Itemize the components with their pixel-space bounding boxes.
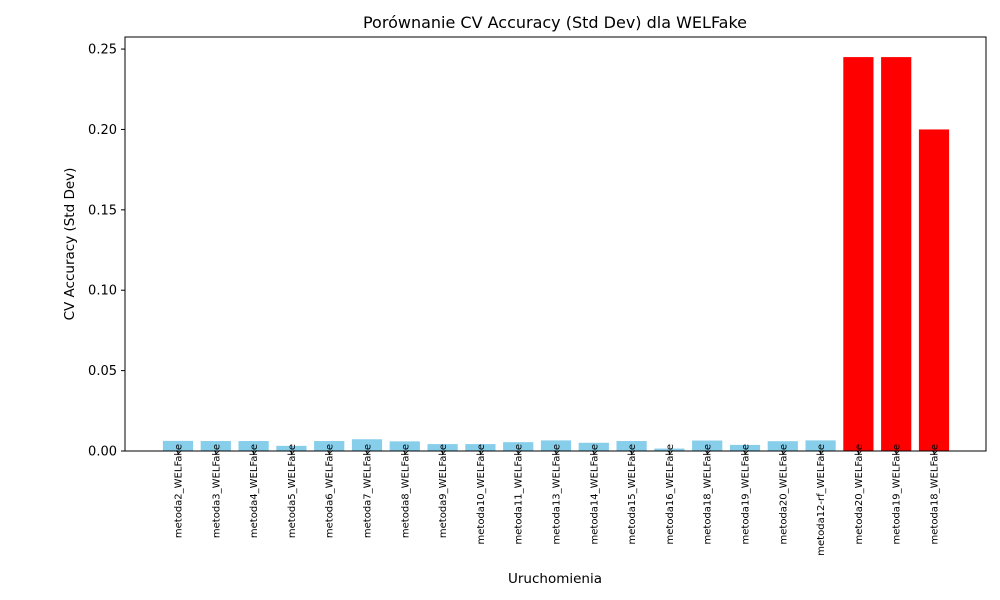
x-tick-label: metoda4_WELFake xyxy=(249,444,260,538)
x-tick-label: metoda15_WELFake xyxy=(627,444,638,544)
bars-group xyxy=(162,57,950,451)
bar xyxy=(238,441,269,451)
x-tick-label: metoda7_WELFake xyxy=(363,444,374,538)
bar xyxy=(465,444,496,451)
bar xyxy=(654,448,685,451)
x-tick-label: metoda12-rf_WELFake xyxy=(816,444,827,556)
x-tick-label: metoda3_WELFake xyxy=(211,444,222,538)
x-tick-label: metoda14_WELFake xyxy=(589,444,600,544)
bar xyxy=(389,441,420,451)
y-axis-label: CV Accuracy (Std Dev) xyxy=(62,168,78,321)
bar xyxy=(805,440,836,451)
plot-frame xyxy=(124,36,987,452)
y-tick-label: 0.00 xyxy=(88,445,117,460)
x-tick-label: metoda20_WELFake xyxy=(778,444,789,544)
bar xyxy=(503,442,534,451)
y-tick-label: 0.25 xyxy=(88,43,117,58)
x-tick-label: metoda19_WELFake xyxy=(892,444,903,544)
bar xyxy=(162,440,194,451)
bar xyxy=(616,441,647,451)
x-tick-label: metoda5_WELFake xyxy=(287,444,298,538)
bar xyxy=(578,442,609,451)
x-tick-label: metoda19_WELFake xyxy=(741,444,752,544)
x-tick-label: metoda11_WELFake xyxy=(514,444,525,544)
x-tick-label: metoda18_WELFake xyxy=(703,444,714,544)
bar xyxy=(692,440,723,451)
y-tick-label: 0.20 xyxy=(88,123,117,138)
x-tick-label: metoda13_WELFake xyxy=(552,444,563,544)
bar xyxy=(427,444,458,451)
bar xyxy=(843,57,874,451)
bar xyxy=(881,57,912,451)
x-axis: metoda2_WELFake metoda3_WELFake metoda4_WE… xyxy=(174,444,941,556)
bar xyxy=(276,445,307,451)
bar xyxy=(351,439,383,451)
x-tick-label: metoda10_WELFake xyxy=(476,444,487,544)
bar xyxy=(200,441,231,451)
y-tick-label: 0.05 xyxy=(88,364,117,379)
bar xyxy=(767,441,798,451)
y-tick-label: 0.10 xyxy=(88,284,117,299)
y-tick-label: 0.15 xyxy=(88,203,117,218)
x-tick-label: metoda16_WELFake xyxy=(665,444,676,544)
bar xyxy=(314,441,345,451)
x-tick-label: metoda18_WELFake xyxy=(930,444,941,544)
x-axis-label: Uruchomienia xyxy=(508,571,602,587)
bar xyxy=(729,444,761,451)
bar xyxy=(540,440,572,451)
x-tick-label: metoda6_WELFake xyxy=(325,444,336,538)
x-tick-label: metoda8_WELFake xyxy=(400,444,411,538)
x-tick-label: metoda9_WELFake xyxy=(438,444,449,538)
bar xyxy=(918,129,950,451)
x-tick-label: metoda2_WELFake xyxy=(174,444,185,538)
y-axis: 0.00 0.05 0.10 0.15 0.20 0.25 xyxy=(88,43,125,460)
chart-title: Porównanie CV Accuracy (Std Dev) dla WEL… xyxy=(363,13,747,32)
x-tick-label: metoda20_WELFake xyxy=(854,444,865,544)
